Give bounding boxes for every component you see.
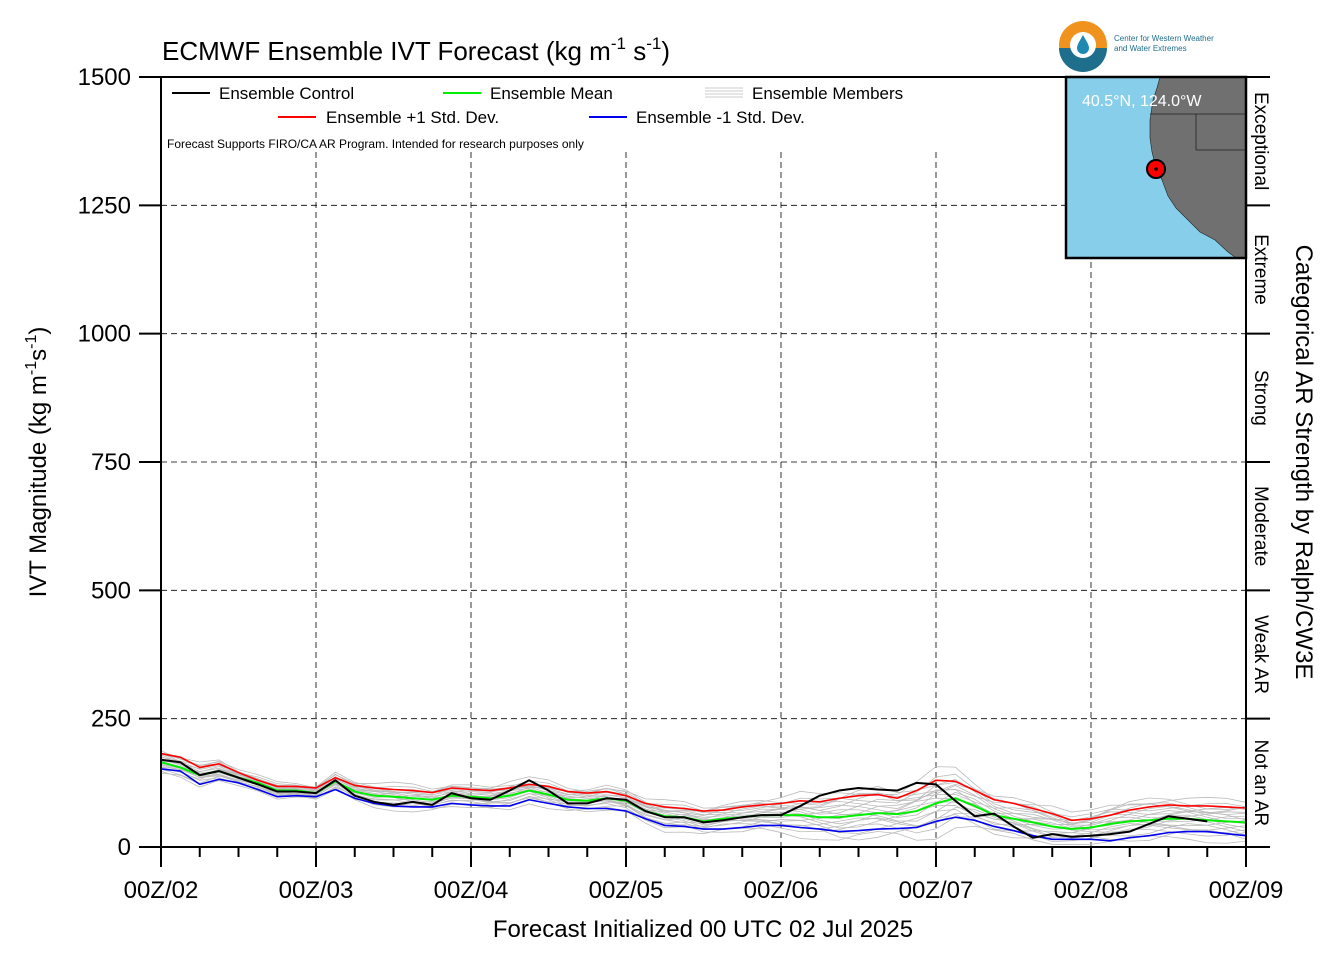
legend-plus-label: Ensemble +1 Std. Dev. [326, 108, 499, 127]
grid-lines [161, 152, 1246, 847]
y-tick-label: 750 [91, 449, 131, 476]
logo-text-line2: and Water Extremes [1114, 44, 1187, 53]
category-label: Exceptional [1250, 92, 1271, 190]
y-tick-label: 500 [91, 577, 131, 604]
x-tick-label: 00Z/05 [589, 877, 664, 904]
category-label: Moderate [1250, 486, 1271, 566]
category-label: Not an AR [1250, 740, 1271, 827]
chart-title: ECMWF Ensemble IVT Forecast (kg m-1 s-1) [162, 34, 670, 66]
cw3e-logo: Center for Western Weather and Water Ext… [1059, 21, 1214, 72]
x-axis: 00Z/02 00Z/03 00Z/04 00Z/05 00Z/06 00Z/07 00Z/… [124, 847, 1284, 904]
series-lines [160, 752, 1247, 842]
map-location-label: 40.5°N, 124.0°W [1082, 93, 1202, 110]
ensemble-member-line [160, 767, 1247, 843]
logo-text-line1: Center for Western Weather [1114, 34, 1214, 43]
ensemble-member-line [160, 766, 1247, 839]
category-axis: Not an AR Weak AR Moderate Strong Extreme Exc… [1246, 76, 1271, 848]
x-tick-label: 00Z/02 [124, 877, 199, 904]
legend-members-swatch [705, 87, 743, 98]
control-line [160, 758, 1208, 839]
x-tick-label: 00Z/09 [1209, 877, 1284, 904]
category-label: Strong [1250, 370, 1271, 426]
disclaimer-note: Forecast Supports FIRO/CA AR Program. In… [167, 137, 584, 151]
x-tick-label: 00Z/08 [1054, 877, 1129, 904]
map-location-dot [1154, 167, 1158, 171]
ensemble-members [160, 750, 1247, 845]
right-axis-label: Categorical AR Strength by Ralph/CW3E [1290, 245, 1317, 680]
x-tick-label: 00Z/06 [744, 877, 819, 904]
ensemble-member-line [160, 750, 1247, 813]
x-tick-label: 00Z/04 [434, 877, 509, 904]
ensemble-member-line [160, 757, 1247, 824]
map-frame [1064, 75, 1248, 260]
legend: Ensemble Control Ensemble Mean Ensemble … [167, 84, 903, 151]
logo-water [1059, 48, 1107, 72]
legend-minus-label: Ensemble -1 Std. Dev. [636, 108, 805, 127]
inset-map: 40.5°N, 124.0°W [1064, 75, 1248, 260]
water-drop-icon [1077, 35, 1089, 54]
legend-members-label: Ensemble Members [752, 84, 903, 103]
y-tick-label: 1250 [78, 192, 131, 219]
ensemble-member-line [160, 754, 1247, 821]
legend-control-label: Ensemble Control [219, 84, 354, 103]
category-label: Weak AR [1250, 615, 1271, 694]
y-tick-label: 0 [118, 834, 131, 861]
x-axis-label: Forecast Initialized 00 UTC 02 Jul 2025 [493, 916, 913, 943]
y-tick-label: 1000 [78, 321, 131, 348]
y-tick-label: 250 [91, 706, 131, 733]
minus-std-line [160, 768, 1247, 842]
y-axis-label: IVT Magnitude (kg m-1s-1) [23, 327, 52, 598]
x-tick-label: 00Z/07 [899, 877, 974, 904]
y-axis: 0 250 500 750 1000 1250 1500 [78, 64, 161, 861]
ensemble-member-line [160, 756, 1247, 825]
x-tick-label: 00Z/03 [279, 877, 354, 904]
plus-std-line [160, 752, 1247, 822]
category-label: Extreme [1250, 234, 1271, 305]
legend-mean-label: Ensemble Mean [490, 84, 613, 103]
y-tick-label: 1500 [78, 64, 131, 91]
ensemble-member-line [160, 770, 1247, 842]
